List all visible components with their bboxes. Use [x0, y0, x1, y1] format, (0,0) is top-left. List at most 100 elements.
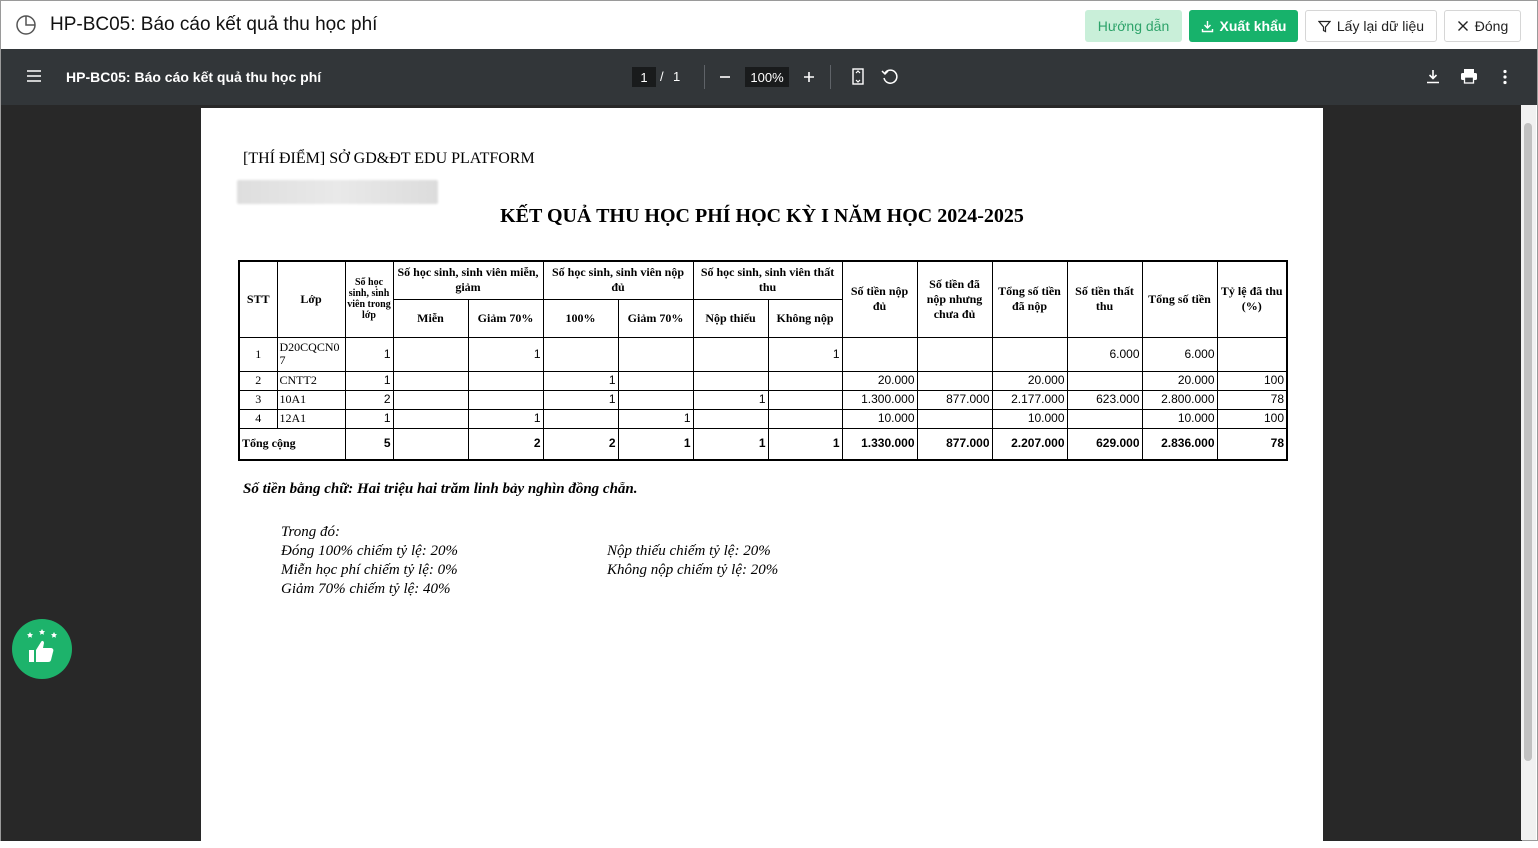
- zoom-in-icon[interactable]: [803, 71, 815, 83]
- table-cell: 1: [767, 427, 843, 460]
- report-icon: [16, 15, 36, 35]
- table-cell: [392, 427, 469, 460]
- page-input[interactable]: 1: [632, 67, 656, 87]
- table-cell: [542, 336, 619, 372]
- fit-icon[interactable]: [851, 68, 865, 85]
- table-cell: 20.000: [841, 370, 918, 391]
- page-separator: /: [660, 69, 664, 84]
- table-cell: 1: [542, 389, 619, 410]
- column-header: Lớp: [276, 260, 346, 338]
- table-cell: [692, 336, 769, 372]
- table-cell: 1: [767, 336, 843, 372]
- column-header: Giảm 70%: [617, 298, 694, 338]
- table-cell: [991, 336, 1068, 372]
- table-cell: 6.000: [1066, 336, 1143, 372]
- table-cell: 877.000: [916, 427, 993, 460]
- table-cell: 1: [467, 336, 544, 372]
- zoom-out-icon[interactable]: [719, 71, 731, 83]
- report-table: STT Lớp Số học sinh, sinh viên trong lớp…: [238, 260, 1289, 461]
- table-cell: [692, 370, 769, 391]
- separator: [704, 65, 705, 89]
- column-header: Tổng số tiền: [1141, 260, 1218, 338]
- button-label: Hướng dẫn: [1097, 18, 1170, 34]
- column-header: Nộp thiếu: [692, 298, 769, 338]
- table-row: 3 10A1 2 1 1 1.300.000 877.000 2.177.000 623.000…: [238, 389, 1288, 410]
- pdf-toolbar: HP-BC05: Báo cáo kết quả thu học phí 1 /…: [1, 49, 1537, 105]
- table-cell: [467, 370, 544, 391]
- more-icon[interactable]: [1502, 69, 1508, 85]
- download-icon[interactable]: [1426, 69, 1440, 84]
- table-cell: 10A1: [276, 389, 346, 410]
- table-cell: 1: [238, 336, 278, 372]
- column-header: Không nộp: [767, 298, 843, 338]
- button-label: Đóng: [1474, 18, 1509, 34]
- scrollbar-thumb[interactable]: [1524, 123, 1532, 761]
- table-cell: [767, 370, 843, 391]
- reload-button[interactable]: Lấy lại dữ liệu: [1305, 10, 1437, 42]
- table-cell: 5: [344, 427, 394, 460]
- table-cell: [1066, 408, 1143, 429]
- table-cell: 2.177.000: [991, 389, 1068, 410]
- table-cell: [617, 389, 694, 410]
- table-cell: CNTT2: [276, 370, 346, 391]
- scrollbar[interactable]: [1521, 105, 1536, 840]
- button-label: Lấy lại dữ liệu: [1336, 18, 1425, 34]
- table-cell: 2.836.000: [1141, 427, 1218, 460]
- table-cell: 2: [467, 427, 544, 460]
- amount-in-words: Số tiền bằng chữ: Hai triệu hai trăm lin…: [243, 481, 638, 497]
- breakdown-item: Giảm 70% chiếm tỷ lệ: 40%: [281, 581, 451, 597]
- table-row: 2 CNTT2 1 1 20.000 20.000 20.000 100: [238, 370, 1288, 391]
- table-cell: 1: [467, 408, 544, 429]
- table-cell: 10.000: [1141, 408, 1218, 429]
- table-cell: 1: [344, 370, 394, 391]
- table-cell: 1: [542, 370, 619, 391]
- button-label: Xuất khẩu: [1219, 18, 1287, 34]
- menu-icon[interactable]: [27, 70, 41, 82]
- zoom-input[interactable]: 100%: [745, 67, 789, 87]
- separator: [830, 65, 831, 89]
- table-cell: [767, 389, 843, 410]
- table-cell: 877.000: [916, 389, 993, 410]
- close-icon: [1457, 21, 1468, 31]
- filter-icon: [1317, 20, 1331, 32]
- column-group-header: Số học sinh, sinh viên thất thu: [692, 260, 843, 300]
- column-header: Miễn: [392, 298, 469, 338]
- column-header: Tổng số tiền đã nộp: [991, 260, 1068, 338]
- feedback-button[interactable]: [12, 619, 72, 679]
- column-header: STT: [238, 260, 278, 338]
- app-title: HP-BC05: Báo cáo kết quả thu học phí: [50, 14, 378, 35]
- thumbs-up-icon: [27, 629, 57, 662]
- table-cell: 4: [238, 408, 278, 429]
- column-group-header: Số học sinh, sinh viên miễn, giảm: [392, 260, 544, 300]
- app-header: HP-BC05: Báo cáo kết quả thu học phí Hướ…: [1, 1, 1537, 48]
- column-header: 100%: [542, 298, 619, 338]
- print-icon[interactable]: [1460, 68, 1478, 84]
- rotate-icon[interactable]: [881, 68, 899, 86]
- breakdown-item: Đóng 100% chiếm tỷ lệ: 20%: [281, 543, 459, 559]
- table-cell: 2.800.000: [1141, 389, 1218, 410]
- table-cell: [841, 336, 918, 372]
- table-cell: 629.000: [1066, 427, 1143, 460]
- table-cell: 2: [542, 427, 619, 460]
- column-header: Số tiền đã nộp nhưng chưa đủ: [916, 260, 993, 338]
- table-row: 4 12A1 1 1 1 10.000 10.000 10.000 100: [238, 408, 1288, 429]
- table-cell: 1: [617, 408, 694, 429]
- table-cell: 20.000: [1141, 370, 1218, 391]
- export-button[interactable]: Xuất khẩu: [1189, 10, 1298, 42]
- table-cell: [916, 370, 993, 391]
- table-cell: D20CQCN07: [276, 336, 346, 372]
- organization: [THÍ ĐIỂM] SỞ GD&ĐT EDU PLATFORM: [243, 150, 535, 167]
- table-cell: [392, 389, 469, 410]
- page-count: 1: [673, 69, 681, 84]
- table-cell: 1: [692, 427, 769, 460]
- breakdown-item: Miễn học phí chiếm tỷ lệ: 0%: [281, 562, 458, 578]
- table-cell: 1.330.000: [841, 427, 918, 460]
- table-cell: 1: [344, 336, 394, 372]
- column-header: Số tiền thất thu: [1066, 260, 1143, 338]
- table-cell: 1: [617, 427, 694, 460]
- table-cell: 1.300.000: [841, 389, 918, 410]
- table-cell: [767, 408, 843, 429]
- guide-button[interactable]: Hướng dẫn: [1085, 10, 1182, 42]
- close-button[interactable]: Đóng: [1444, 10, 1521, 42]
- table-cell: 78: [1216, 427, 1288, 460]
